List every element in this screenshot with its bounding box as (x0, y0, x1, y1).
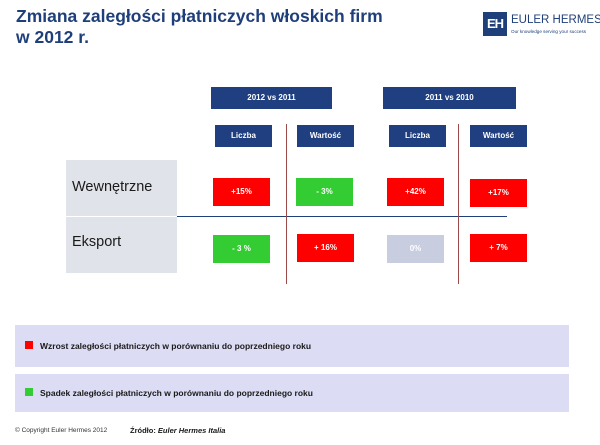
row-label-text: Eksport (72, 234, 122, 250)
column-divider (286, 124, 287, 284)
row-label-export: Eksport (66, 217, 177, 273)
value-cell: + 16% (297, 234, 354, 262)
logo-tagline: Our knowledge serving your success (511, 29, 587, 34)
legend-square-icon (25, 388, 33, 396)
euler-hermes-logo: EH EULER HERMES Our knowledge serving yo… (483, 12, 600, 40)
row-label-domestic: Wewnętrzne (66, 160, 177, 216)
column-header-liczba: Liczba (389, 125, 446, 147)
logo-name: EULER HERMES (511, 14, 600, 26)
row-divider (177, 216, 507, 217)
logo-mark-icon: EH (483, 12, 507, 36)
legend-decrease: Spadek zaległości płatniczych w porównan… (15, 374, 569, 412)
group-header-2011-vs-2010: 2011 vs 2010 (383, 87, 516, 109)
group-header-2012-vs-2011: 2012 vs 2011 (211, 87, 332, 109)
source-name: Euler Hermes Italia (157, 426, 226, 435)
column-divider (458, 124, 459, 284)
row-label-text: Wewnętrzne (72, 179, 153, 195)
value-cell: +17% (470, 179, 527, 207)
column-header-wartosc: Wartość (297, 125, 354, 147)
legend-increase: Wzrost zaległości płatniczych w porównan… (15, 325, 569, 367)
value-cell: + 7% (470, 234, 527, 262)
column-header-wartosc: Wartość (470, 125, 527, 147)
source-label: Źródło: (130, 426, 156, 435)
value-cell: +15% (213, 178, 270, 206)
value-cell: - 3 % (213, 235, 270, 263)
value-cell: +42% (387, 178, 444, 206)
page-title: Zmiana zaległości płatniczych włoskich f… (16, 6, 383, 47)
column-header-liczba: Liczba (215, 125, 272, 147)
legend-square-icon (25, 341, 33, 349)
legend-text: Spadek zaległości płatniczych w porównan… (40, 388, 313, 398)
value-cell: - 3% (296, 178, 353, 206)
copyright: © Copyright Euler Hermes 2012 (15, 427, 108, 434)
source-note: Źródło: Euler Hermes Italia (130, 426, 225, 435)
value-cell: 0% (387, 235, 444, 263)
legend-text: Wzrost zaległości płatniczych w porównan… (40, 341, 312, 351)
